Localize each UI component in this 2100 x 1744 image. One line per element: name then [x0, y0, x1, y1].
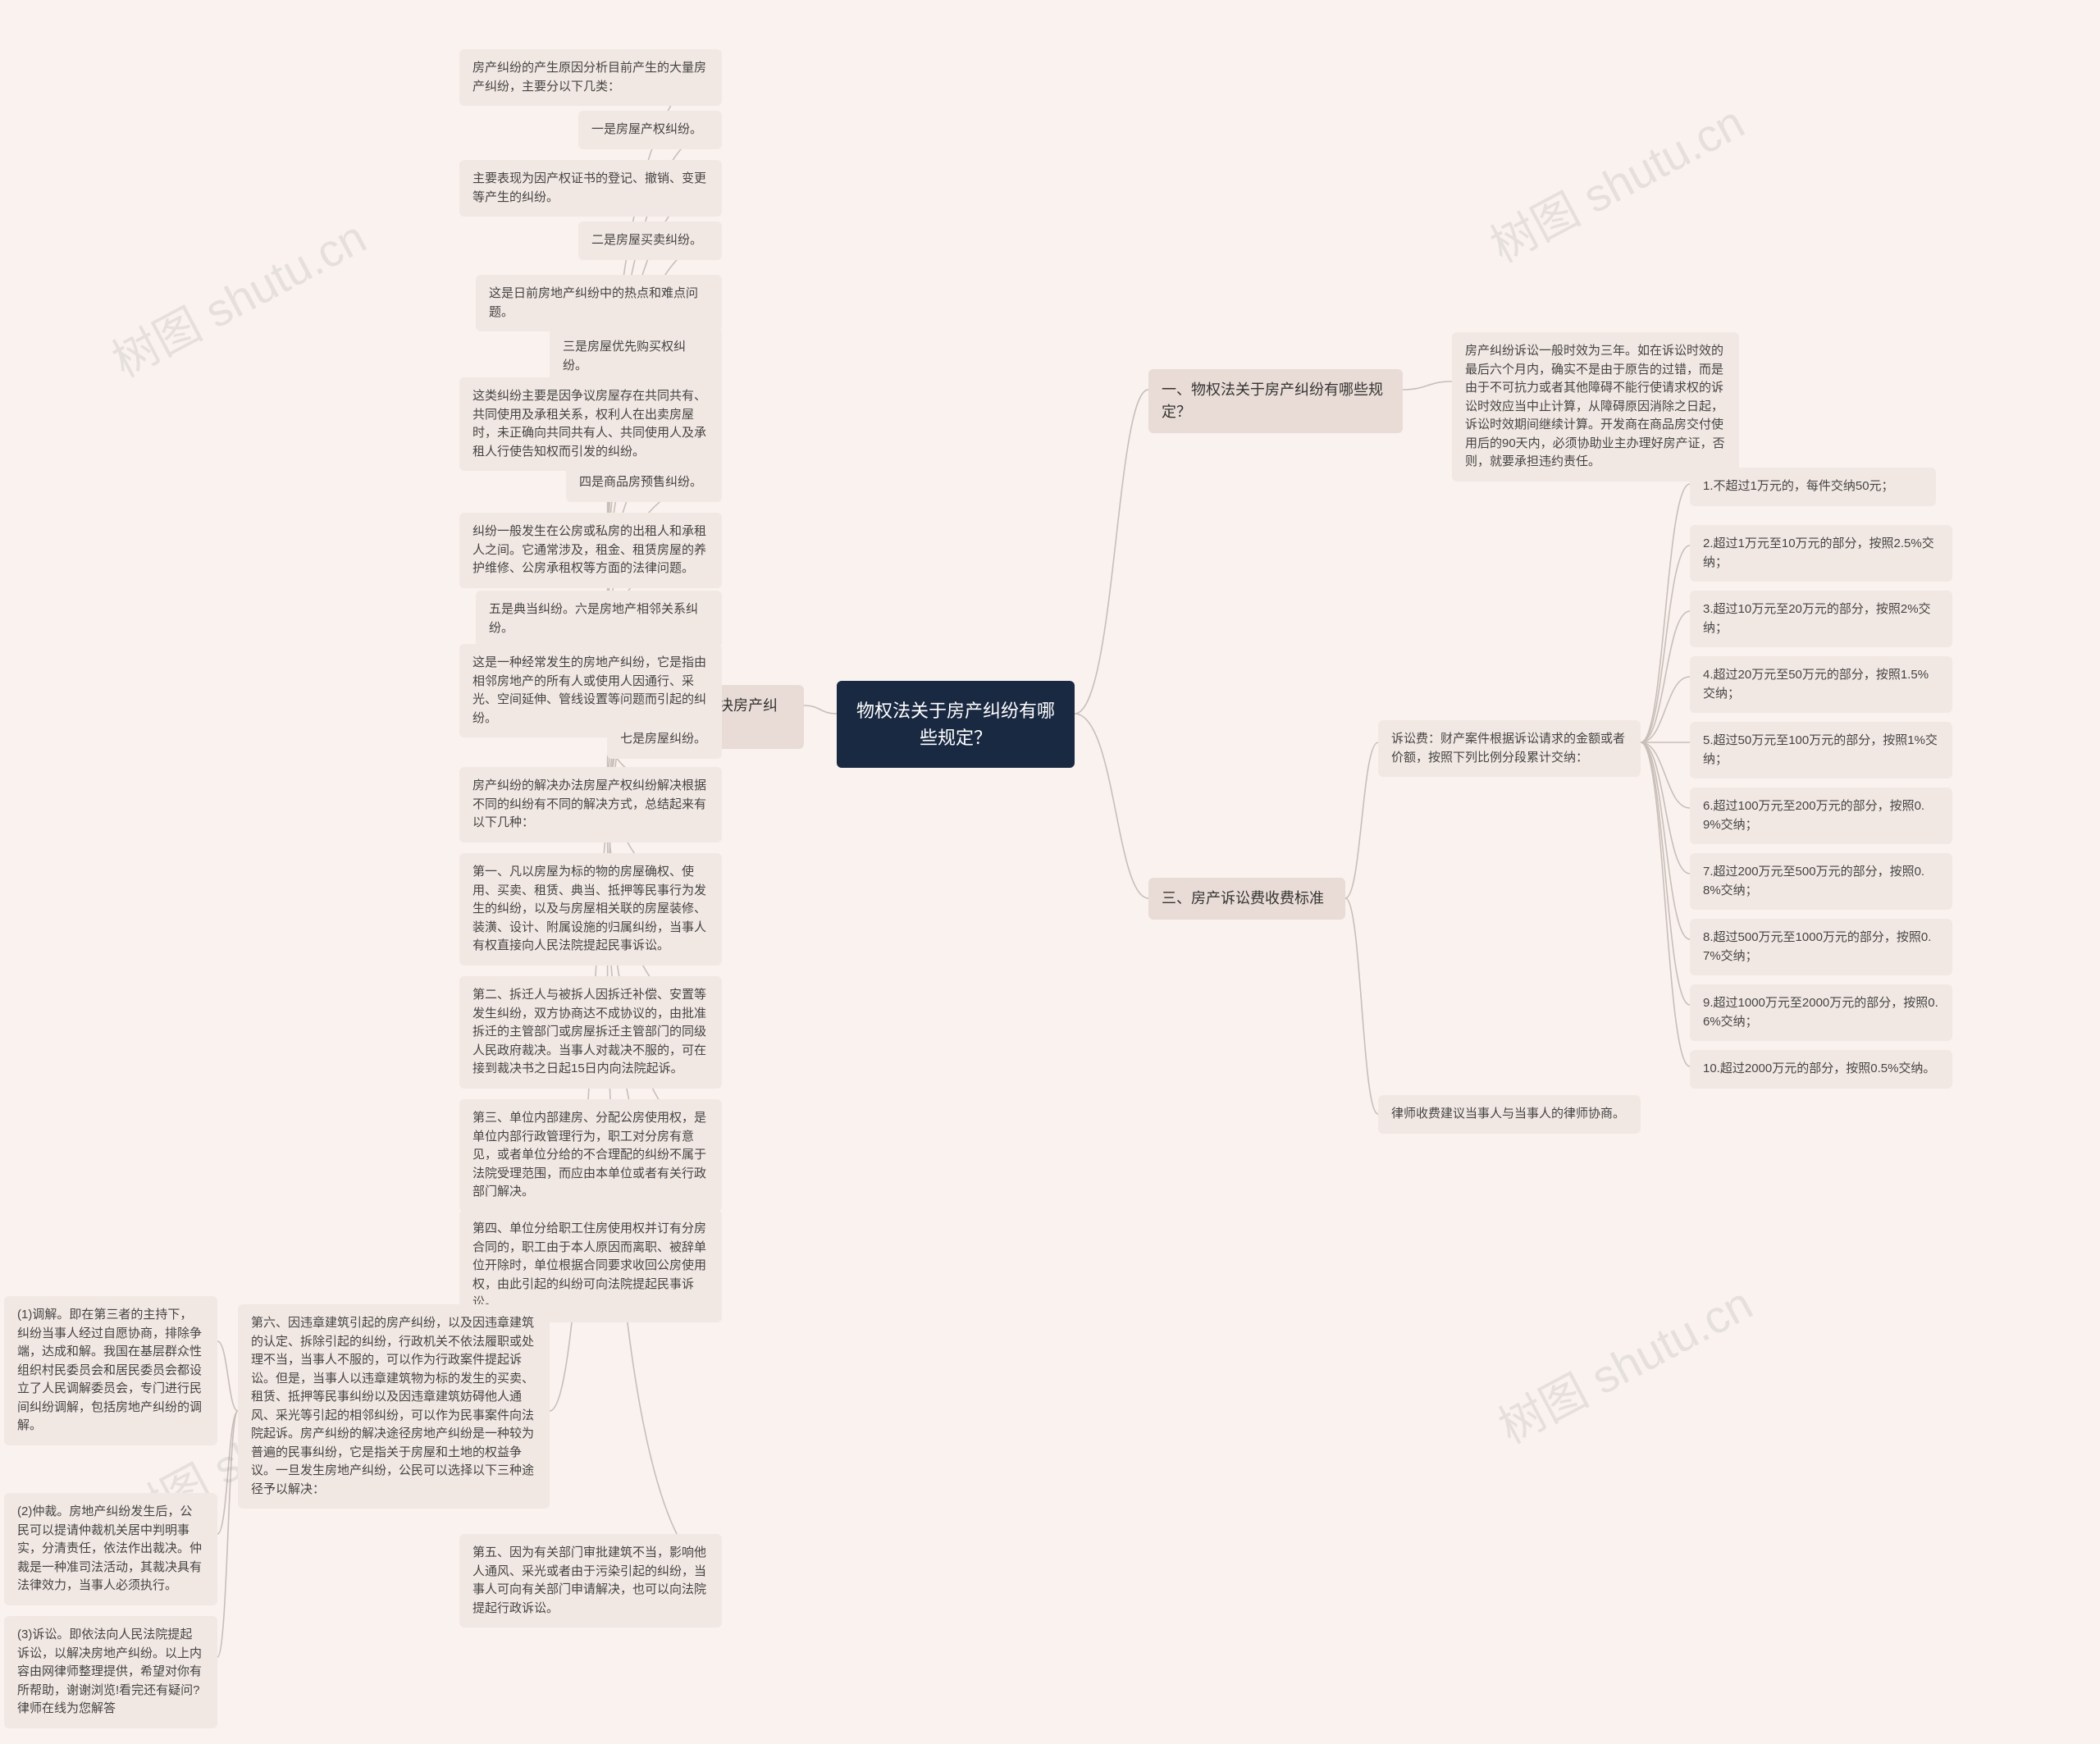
- s2-leaf-1[interactable]: 一是房屋产权纠纷。: [578, 111, 722, 149]
- s3-fee-item-1[interactable]: 1.不超过1万元的，每件交纳50元；: [1690, 468, 1936, 506]
- watermark-1: 树图 shutu.cn: [99, 201, 377, 390]
- s2-leaf-2[interactable]: 主要表现为因产权证书的登记、撤销、变更等产生的纠纷。: [459, 160, 722, 217]
- s3-fee-item-8[interactable]: 8.超过500万元至1000万元的部分，按照0.7%交纳；: [1690, 919, 1952, 975]
- s2-side-1[interactable]: (2)仲裁。房地产纠纷发生后，公民可以提请仲裁机关居中判明事实，分清责任，依法作…: [4, 1493, 217, 1605]
- s2-leaf-6[interactable]: 这类纠纷主要是因争议房屋存在共同共有、共同使用及承租关系，权利人在出卖房屋时，未…: [459, 377, 722, 471]
- s3-fee-item-10[interactable]: 10.超过2000万元的部分，按照0.5%交纳。: [1690, 1050, 1952, 1089]
- s2-leaf-18[interactable]: 第五、因为有关部门审批建筑不当，影响他人通风、采光或者由于污染引起的纠纷，当事人…: [459, 1534, 722, 1628]
- s2-leaf-9[interactable]: 五是典当纠纷。六是房地产相邻关系纠纷。: [476, 591, 722, 647]
- s3-fee-item-3[interactable]: 3.超过10万元至20万元的部分，按照2%交纳；: [1690, 591, 1952, 647]
- s2-leaf-13[interactable]: 第一、凡以房屋为标的物的房屋确权、使用、买卖、租赁、典当、抵押等民事行为发生的纠…: [459, 853, 722, 966]
- s2-leaf-5[interactable]: 三是房屋优先购买权纠纷。: [550, 328, 722, 385]
- s3-lawyer[interactable]: 律师收费建议当事人与当事人的律师协商。: [1378, 1095, 1641, 1134]
- section-3[interactable]: 三、房产诉讼费收费标准: [1148, 878, 1345, 920]
- s2-leaf-8[interactable]: 纠纷一般发生在公房或私房的出租人和承租人之间。它通常涉及，租金、租赁房屋的养护维…: [459, 513, 722, 588]
- s3-fee-item-6[interactable]: 6.超过100万元至200万元的部分，按照0.9%交纳；: [1690, 788, 1952, 844]
- watermark-4: 树图 shutu.cn: [1486, 1267, 1763, 1457]
- watermark-2: 树图 shutu.cn: [1477, 86, 1755, 276]
- s1-leaf-0[interactable]: 房产纠纷诉讼一般时效为三年。如在诉讼时效的最后六个月内，确实不是由于原告的过错，…: [1452, 332, 1739, 482]
- section-1[interactable]: 一、物权法关于房产纠纷有哪些规定？: [1148, 369, 1403, 433]
- s2-leaf-7[interactable]: 四是商品房预售纠纷。: [566, 463, 722, 502]
- s2-side-2[interactable]: (3)诉讼。即依法向人民法院提起诉讼，以解决房地产纠纷。以上内容由网律师整理提供…: [4, 1616, 217, 1728]
- s2-leaf-3[interactable]: 二是房屋买卖纠纷。: [578, 221, 722, 260]
- s2-leaf-0[interactable]: 房产纠纷的产生原因分析目前产生的大量房产纠纷，主要分以下几类：: [459, 49, 722, 106]
- s2-leaf-12[interactable]: 房产纠纷的解决办法房屋产权纠纷解决根据不同的纠纷有不同的解决方式，总结起来有以下…: [459, 767, 722, 842]
- s3-fee-item-9[interactable]: 9.超过1000万元至2000万元的部分，按照0.6%交纳；: [1690, 984, 1952, 1041]
- s2-leaf-15[interactable]: 第三、单位内部建房、分配公房使用权，是单位内部行政管理行为，职工对分房有意见，或…: [459, 1099, 722, 1212]
- s2-side-0[interactable]: (1)调解。即在第三者的主持下，纠纷当事人经过自愿协商，排除争端，达成和解。我国…: [4, 1296, 217, 1445]
- s2-leaf-14[interactable]: 第二、拆迁人与被拆人因拆迁补偿、安置等发生纠纷，双方协商达不成协议的，由批准拆迁…: [459, 976, 722, 1089]
- s3-fee-item-7[interactable]: 7.超过200万元至500万元的部分，按照0.8%交纳；: [1690, 853, 1952, 910]
- s3-fee-header[interactable]: 诉讼费：财产案件根据诉讼请求的金额或者价额，按照下列比例分段累计交纳：: [1378, 720, 1641, 777]
- s3-fee-item-5[interactable]: 5.超过50万元至100万元的部分，按照1%交纳；: [1690, 722, 1952, 778]
- s3-fee-item-2[interactable]: 2.超过1万元至10万元的部分，按照2.5%交纳；: [1690, 525, 1952, 582]
- root-node[interactable]: 物权法关于房产纠纷有哪些规定？: [837, 681, 1075, 768]
- s2-leaf-4[interactable]: 这是日前房地产纠纷中的热点和难点问题。: [476, 275, 722, 331]
- s2-leaf-11[interactable]: 七是房屋纠纷。: [607, 720, 722, 759]
- s2-leaf-17[interactable]: 第六、因违章建筑引起的房产纠纷，以及因违章建筑的认定、拆除引起的纠纷，行政机关不…: [238, 1304, 550, 1509]
- s3-fee-item-4[interactable]: 4.超过20万元至50万元的部分，按照1.5%交纳；: [1690, 656, 1952, 713]
